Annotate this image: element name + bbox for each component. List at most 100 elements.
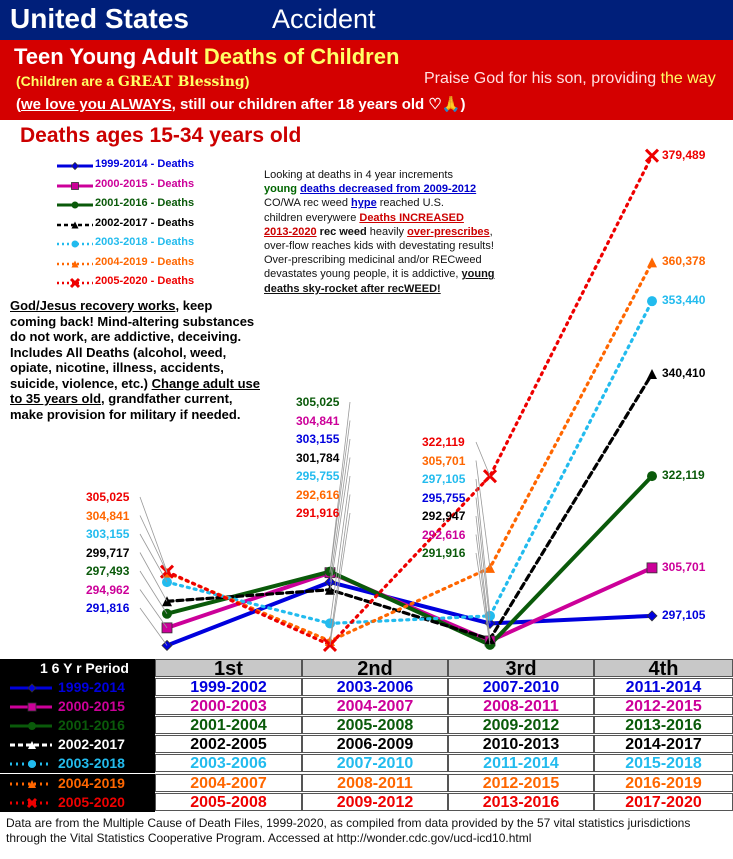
line2-b: GREAT Blessing: [117, 74, 245, 90]
table-cell: 2015-2018: [594, 754, 733, 773]
subheader-banner: Teen Young Adult Deaths of Children (Chi…: [0, 40, 733, 120]
legend-item-1999-2014-deaths: 1999-2014 - Deaths: [55, 156, 255, 176]
table-cell: 2013-2016: [594, 716, 733, 735]
data-point-2004-2019-deaths-4: [647, 257, 657, 268]
note-p3b: hype: [351, 197, 377, 210]
data-label-2000-2015-deaths-2: 304,841: [296, 413, 340, 428]
table-row-label: 2001-2016: [58, 717, 125, 734]
table-header-row: 1 6 Y r Period 1st 2nd 3rd 4th: [0, 659, 733, 679]
subheader-line2: (Children are a GREAT Blessing): [16, 73, 249, 90]
header-title-right: Accident: [272, 4, 376, 34]
praise-b: the way: [660, 70, 716, 87]
table-row-label: 2003-2018: [58, 755, 125, 772]
leader-line: [139, 552, 168, 602]
table-row-swatch-marker: [28, 760, 36, 769]
data-label-2002-2017-deaths-2: 301,784: [296, 450, 340, 465]
table-cell: 2000-2003: [155, 697, 302, 716]
leader-line: [139, 515, 168, 573]
table-header-cell: 3rd: [448, 659, 594, 679]
leader-line: [475, 515, 491, 640]
legend-swatch: [57, 181, 93, 190]
table-header-cell: 2nd: [302, 659, 448, 679]
table-cell: 2008-2011: [448, 697, 594, 716]
legend-marker: [71, 181, 79, 190]
note-p5a: 2013-2020: [264, 225, 317, 238]
series-line-2004-2019-deaths: [165, 260, 654, 643]
series-line-1999-2014-deaths: [165, 579, 654, 648]
data-label-1999-2014-deaths-3: 295,755: [422, 490, 466, 505]
table-row-swatch-marker: [26, 797, 38, 808]
recovery-u2: Change adult use to 35 years old: [10, 375, 260, 407]
leader-line: [475, 552, 491, 645]
header-bar: United States Accident: [0, 0, 733, 40]
leader-line: [139, 607, 168, 646]
legend-marker: [70, 161, 80, 171]
recovery-t1: , keep coming back! Mind-altering substa…: [10, 298, 255, 391]
series-line-2002-2017-deaths: [165, 372, 654, 642]
legend-marker: [71, 201, 79, 209]
data-label-2004-2019-deaths-2: 292,616: [296, 487, 340, 502]
table-row-period: 2002-2017: [0, 735, 155, 755]
data-label-2002-2017-deaths-1: 299,717: [86, 545, 130, 560]
subheader-line1: Teen Young Adult Deaths of Children: [14, 44, 399, 70]
legend-item-2003-2018-deaths: 2003-2018 - Deaths: [55, 234, 255, 254]
leader-line: [475, 460, 491, 568]
legend-label: 2002-2017 - Deaths: [95, 216, 195, 229]
note-p3c: reached U.S.: [376, 197, 444, 210]
table-row-label: 2000-2015: [58, 698, 125, 715]
subheader-line1-highlight: Deaths of Children: [203, 44, 400, 69]
table-row-label: 2002-2017: [58, 736, 125, 753]
source-footer: Data are from the Multiple Cause of Deat…: [6, 816, 691, 845]
data-label-2003-2018-deaths-3: 297,105: [422, 472, 466, 486]
table-row: 2001-2016 2001-2004 2005-2008 2009-2012 2013…: [0, 716, 733, 736]
leader-line: [329, 438, 351, 583]
data-point-2005-2020-deaths-4: [644, 148, 660, 163]
leader-line: [139, 496, 168, 572]
table-row-period: 1999-2014: [0, 678, 155, 697]
subheader-line1-pre: Teen Young Adult: [14, 44, 204, 69]
table-row-period: 2000-2015: [0, 697, 155, 717]
data-label-2004-2019-deaths-4: 360,378: [662, 254, 706, 269]
leader-line: [139, 570, 168, 614]
table-row: 2003-2018 2003-2006 2007-2010 2011-2014 2015…: [0, 754, 733, 774]
table-cell: 2002-2005: [155, 735, 302, 754]
data-label-2001-2016-deaths-3: 291,916: [422, 546, 466, 560]
table-cell: 2012-2015: [594, 697, 733, 716]
table-cell: 2003-2006: [302, 678, 448, 696]
table-cell: 2006-2009: [302, 735, 448, 754]
table-cell: 2016-2019: [594, 773, 733, 792]
data-label-2003-2018-deaths-1: 303,155: [86, 527, 130, 541]
leader-line: [475, 478, 491, 616]
recovery-t2: , grandfather current, make provision fo…: [10, 391, 241, 422]
table-row-label: 1999-2014: [58, 679, 125, 695]
legend-label: 2000-2015 - Deaths: [95, 177, 195, 190]
legend-marker: [71, 240, 79, 248]
legend-label: 1999-2014 - Deaths: [95, 158, 195, 170]
data-label-2001-2016-deaths-1: 297,493: [86, 564, 130, 578]
table-cell: 2009-2012: [302, 792, 448, 811]
data-label-2000-2015-deaths-1: 294,962: [86, 582, 130, 597]
praise-a: Praise God for his son, providing: [424, 70, 661, 87]
leader-line: [329, 475, 351, 624]
note-p4a: children everywere: [264, 211, 360, 224]
data-label-2002-2017-deaths-3: 292,947: [422, 509, 466, 523]
leader-line: [139, 589, 168, 629]
table-row: 2004-2019 2004-2007 2008-2011 2012-2015 2016…: [0, 773, 733, 793]
header-title-left: United States: [10, 3, 189, 34]
period-header-cell: 1 6 Y r Period: [0, 659, 155, 678]
note-p5f: young deaths sky-rocket after recWEED!: [264, 268, 495, 295]
table-row-swatch-marker: [28, 741, 36, 750]
table-row: 1999-2014 1999-2002 2003-2006 2007-2010 2011…: [0, 678, 733, 697]
legend-item-2001-2016-deaths: 2001-2016 - Deaths: [55, 195, 255, 215]
table-row-swatch-marker: [28, 779, 36, 788]
note-p3a: CO/WA rec weed: [264, 197, 352, 210]
chart-title: Deaths ages 15-34 years old: [20, 124, 302, 147]
table-cell: 2010-2013: [448, 735, 594, 754]
leader-line: [329, 494, 351, 642]
praise-text: Praise God for his son, providing the wa…: [424, 70, 716, 88]
table-cell: 2008-2011: [302, 773, 448, 792]
data-label-2005-2020-deaths-4: 379,489: [662, 147, 706, 162]
data-point-2005-2020-deaths-2: [322, 637, 338, 652]
table-cell: 2009-2012: [448, 716, 594, 735]
table-cell: 2007-2010: [448, 678, 594, 696]
